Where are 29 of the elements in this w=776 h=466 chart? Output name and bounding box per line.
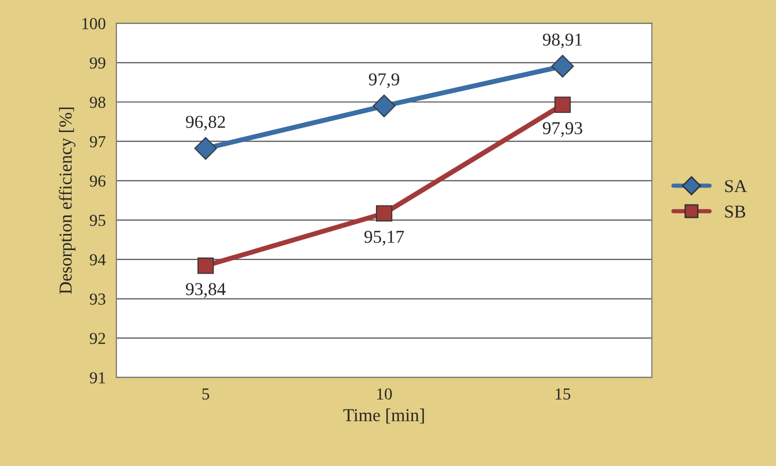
point <box>194 137 217 160</box>
point <box>197 258 214 274</box>
point <box>551 54 574 78</box>
y-tick-label: 91 <box>90 372 105 384</box>
point <box>376 205 392 222</box>
y-tick-label: 97 <box>90 136 106 148</box>
legend-label: SA <box>725 180 747 192</box>
y-tick-label: 94 <box>90 254 106 266</box>
x-tick-label: 10 <box>377 388 392 400</box>
data-label: 96,82 <box>186 116 225 131</box>
data-label: 97,9 <box>368 73 400 88</box>
y-tick-label: 100 <box>82 18 106 30</box>
point <box>372 94 396 118</box>
x-tick-label: 15 <box>556 388 570 400</box>
data-label: 93,84 <box>186 283 226 298</box>
data-label: 98,91 <box>542 34 582 48</box>
point <box>554 96 571 113</box>
x-tick-label: 5 <box>202 388 210 400</box>
data-label: 97,93 <box>542 122 582 137</box>
y-tick-label: 93 <box>90 294 106 305</box>
legend-label: SB <box>725 206 746 218</box>
y-tick-label: 99 <box>90 57 106 69</box>
y-tick-label: 98 <box>90 96 106 108</box>
y-tick-label: 92 <box>90 332 106 344</box>
y-tick-label: 96 <box>90 175 106 187</box>
data-label: 95,17 <box>364 230 404 246</box>
y-axis-title: Desorption efficiency [%] <box>58 108 76 294</box>
x-axis-title: Time [min] <box>343 408 424 424</box>
y-tick-label: 95 <box>90 214 106 226</box>
